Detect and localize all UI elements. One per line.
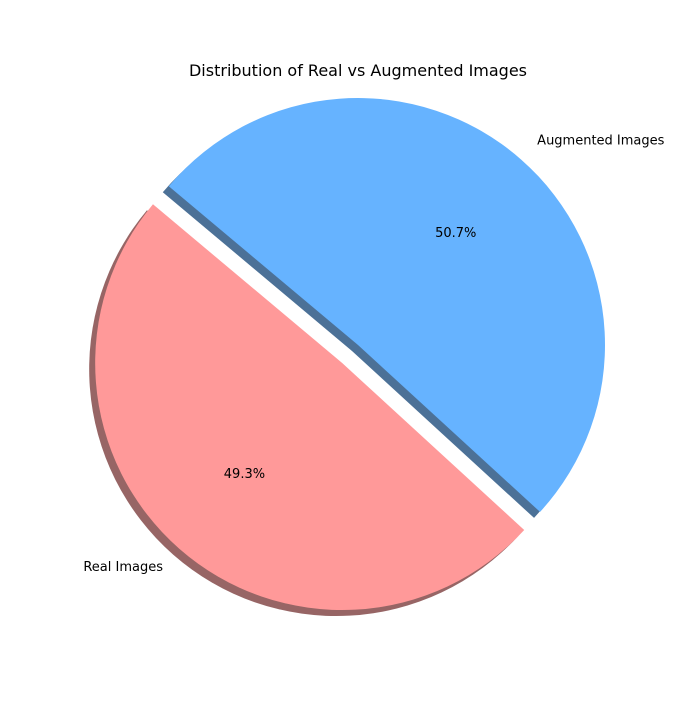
slice-percent-real-images: 49.3%: [224, 467, 265, 482]
label-layer: Real Images 49.3% Augmented Images 50.7%: [83, 133, 664, 575]
slice-augmented-images: [168, 98, 605, 512]
slice-real-images: [95, 204, 525, 611]
slice-label-real-images: Real Images: [83, 560, 163, 575]
slice-label-augmented-images: Augmented Images: [537, 133, 664, 148]
slice-percent-augmented-images: 50.7%: [435, 226, 476, 241]
chart-title: Distribution of Real vs Augmented Images: [189, 61, 527, 80]
slice-layer: [95, 98, 605, 611]
